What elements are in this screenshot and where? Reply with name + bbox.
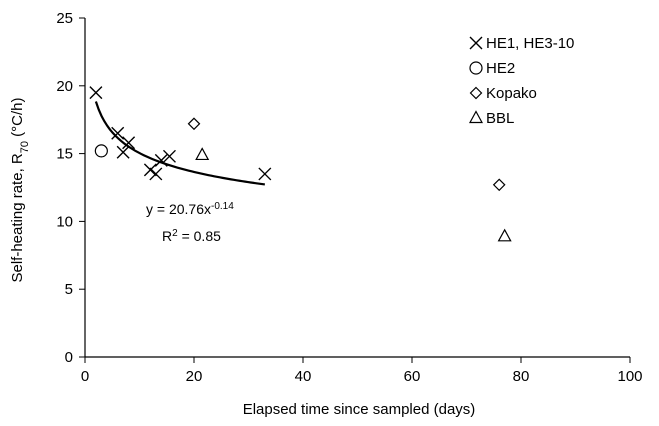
y-tick-label: 20 [56, 78, 73, 95]
legend-label: Kopako [486, 85, 537, 102]
data-point-x [116, 145, 130, 159]
data-point-x [258, 167, 272, 181]
legend-marker-diamond [469, 86, 483, 100]
y-tick-label: 5 [65, 281, 73, 298]
fit-equation-exponent: -0.14 [211, 201, 234, 212]
y-axis-label-sub: 70 [19, 141, 31, 153]
y-axis-label: Self-heating rate, R70 (°C/h) [9, 97, 31, 282]
tick-marks [79, 17, 631, 363]
x-tick-label: 80 [513, 368, 530, 385]
fit-equation: y = 20.76x-0.14 [146, 201, 234, 218]
fit-r2-prefix: R [162, 228, 172, 244]
legend-label: BBL [486, 110, 514, 127]
data-point-circle [94, 144, 108, 158]
data-point-diamond [187, 117, 201, 131]
data-point-x [111, 126, 125, 140]
legend-marker-triangle [468, 110, 484, 124]
y-tick-label: 15 [56, 146, 73, 163]
x-axis-label: Elapsed time since sampled (days) [243, 401, 476, 418]
x-tick-label: 20 [186, 368, 203, 385]
data-point-x [89, 86, 103, 100]
x-tick-label: 0 [81, 368, 89, 385]
y-tick-label: 0 [65, 349, 73, 366]
tick-labels: 0 20 40 60 80 100 0 5 10 15 20 25 [56, 10, 642, 385]
data-point-triangle [195, 147, 210, 161]
y-tick-label: 25 [56, 10, 73, 27]
fit-equation-text: y = 20.76x [146, 201, 211, 217]
y-tick-label: 10 [56, 213, 73, 230]
fit-r2: R2 = 0.85 [162, 228, 221, 245]
legend-label: HE2 [486, 60, 515, 77]
data-point-x [149, 167, 163, 181]
fit-r2-exponent: 2 [172, 228, 178, 239]
data-point-x [143, 163, 157, 177]
legend-marker-circle [469, 61, 483, 75]
data-point-x [162, 149, 176, 163]
data-point-x [122, 136, 136, 150]
data-point-diamond [492, 178, 506, 192]
y-axis-label-main: Self-heating rate, R [9, 153, 26, 282]
fit-curve [94, 101, 265, 186]
data-point-triangle [497, 228, 512, 242]
legend-marker-x [469, 36, 483, 50]
axes [84, 18, 630, 358]
fit-r2-suffix: = 0.85 [178, 228, 221, 244]
data-point-x [154, 153, 168, 167]
data-points [89, 86, 512, 242]
x-tick-label: 40 [295, 368, 312, 385]
x-tick-label: 60 [404, 368, 421, 385]
legend: HE1, HE3-10 HE2 Kopako BBL [468, 35, 574, 127]
fit-layer [94, 101, 265, 186]
legend-label: HE1, HE3-10 [486, 35, 574, 52]
x-tick-label: 100 [617, 368, 642, 385]
y-axis-label-unit: (°C/h) [9, 97, 26, 141]
